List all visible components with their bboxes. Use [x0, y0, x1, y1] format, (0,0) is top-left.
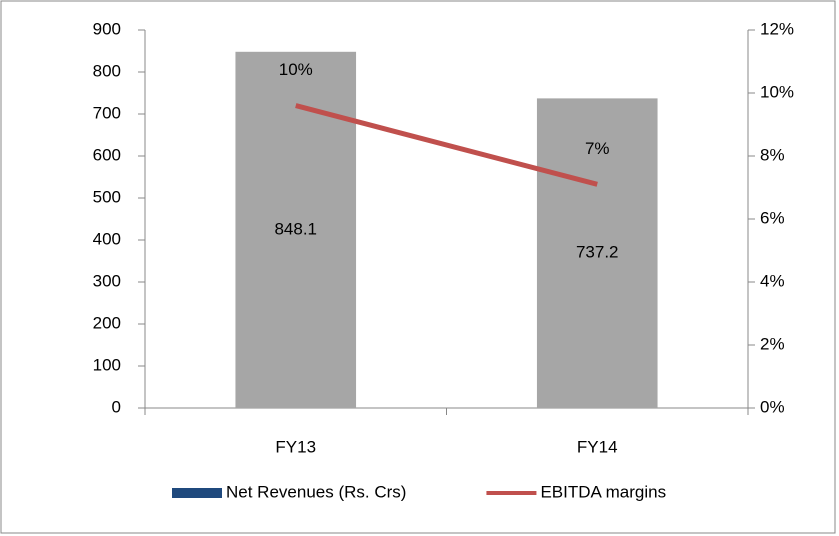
line — [295, 103, 598, 187]
legend-swatch — [172, 488, 222, 498]
y-tick-label: 200 — [93, 313, 121, 332]
x-tick-label: FY13 — [275, 437, 316, 456]
y2-tick-label: 8% — [760, 145, 785, 164]
legend-label: EBITDA margins — [540, 482, 666, 501]
line-value-label: 10% — [279, 60, 313, 79]
y-tick-label: 900 — [93, 19, 121, 38]
y2-tick-label: 2% — [760, 334, 785, 353]
y-tick-label: 400 — [93, 229, 121, 248]
y2-tick-label: 4% — [760, 271, 785, 290]
y-tick-label: 300 — [93, 271, 121, 290]
y-tick-label: 100 — [93, 355, 121, 374]
y-tick-label: 800 — [93, 61, 121, 80]
y2-tick-label: 10% — [760, 82, 794, 101]
y2-tick-label: 12% — [760, 19, 794, 38]
bar-value-label: 737.2 — [576, 243, 619, 262]
x-tick-label: FY14 — [577, 437, 618, 456]
y-tick-label: 500 — [93, 187, 121, 206]
legend-label: Net Revenues (Rs. Crs) — [226, 482, 406, 501]
bar — [235, 51, 357, 408]
y-tick-label: 0 — [112, 397, 121, 416]
y-tick-label: 700 — [93, 103, 121, 122]
y2-tick-label: 0% — [760, 397, 785, 416]
y2-tick-label: 6% — [760, 208, 785, 227]
line-value-label: 7% — [585, 139, 610, 158]
bar — [536, 98, 658, 408]
y-tick-label: 600 — [93, 145, 121, 164]
bar-value-label: 848.1 — [274, 219, 317, 238]
